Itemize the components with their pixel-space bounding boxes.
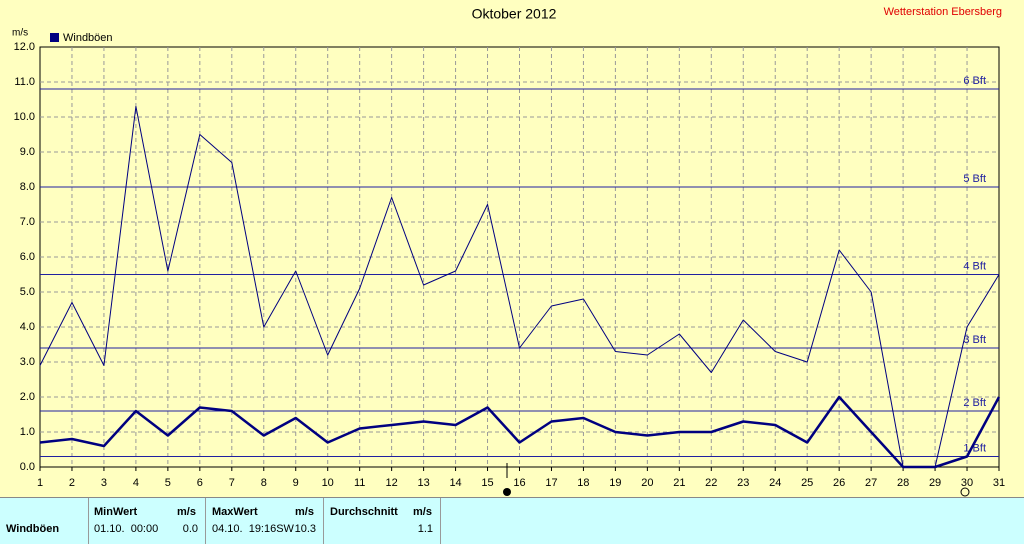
x-tick-label: 14 — [449, 477, 461, 489]
y-tick-label: 4.0 — [20, 321, 35, 333]
header: MinWert — [94, 506, 138, 518]
x-tick-label: 4 — [133, 477, 139, 489]
x-tick-label: 23 — [737, 477, 749, 489]
x-tick-label: 24 — [769, 477, 781, 489]
y-tick-label: 10.0 — [14, 111, 35, 123]
x-tick-label: 15 — [481, 477, 493, 489]
x-tick-label: 1 — [37, 477, 43, 489]
x-tick-label: 5 — [165, 477, 171, 489]
x-tick-label: 27 — [865, 477, 877, 489]
x-tick-label: 9 — [293, 477, 299, 489]
x-tick-label: 10 — [322, 477, 334, 489]
reference-label: 4 Bft — [963, 260, 986, 272]
separator — [88, 498, 89, 544]
x-tick-label: 17 — [545, 477, 557, 489]
y-tick-label: 12.0 — [14, 41, 35, 53]
y-tick-label: 6.0 — [20, 251, 35, 263]
y-axis-label: m/s — [12, 28, 28, 39]
cell: 04.10. 19:16SW — [212, 523, 294, 535]
y-tick-label: 7.0 — [20, 216, 35, 228]
y-tick-label: 2.0 — [20, 391, 35, 403]
separator — [323, 498, 324, 544]
x-tick-label: 16 — [513, 477, 525, 489]
header: Durchschnitt — [330, 506, 398, 518]
chart: Oktober 2012 Wetterstation Ebersberg m/s… — [12, 6, 1005, 497]
x-tick-label: 11 — [354, 477, 365, 489]
x-tick-label: 8 — [261, 477, 267, 489]
cell: 10.3 — [294, 523, 316, 535]
x-tick-label: 21 — [673, 477, 685, 489]
y-tick-label: 0.0 — [20, 461, 35, 473]
y-tick-label: 8.0 — [20, 181, 35, 193]
x-tick-label: 31 — [993, 477, 1005, 489]
x-tick-label: 19 — [609, 477, 621, 489]
header: MaxWert — [212, 506, 258, 518]
y-tick-label: 1.0 — [20, 426, 35, 438]
legend-label: Windböen — [63, 32, 113, 44]
station: Wetterstation Ebersberg — [884, 6, 1002, 18]
cell: 01.10. 00:00 — [94, 523, 159, 535]
x-tick-label: 7 — [229, 477, 235, 489]
y-tick-label: 11.0 — [14, 76, 35, 88]
chart-title: Oktober 2012 — [472, 6, 557, 22]
cell: 1.1 — [417, 523, 433, 535]
header: m/s — [295, 506, 314, 518]
x-tick-label: 25 — [801, 477, 813, 489]
separator — [440, 498, 441, 544]
x-tick-label: 3 — [101, 477, 107, 489]
cell: 0.0 — [182, 523, 198, 535]
x-tick-label: 18 — [577, 477, 589, 489]
reference-label: 6 Bft — [963, 75, 986, 87]
header: m/s — [177, 506, 196, 518]
y-tick-label: 9.0 — [20, 146, 35, 158]
x-tick-label: 29 — [929, 477, 941, 489]
reference-label: 2 Bft — [963, 397, 986, 409]
moon-full — [960, 487, 970, 497]
x-tick-label: 26 — [833, 477, 845, 489]
series-line — [39, 106, 1000, 468]
x-tick-label: 12 — [386, 477, 398, 489]
x-tick-label: 6 — [197, 477, 203, 489]
stats-table: MinWert m/s MaxWert m/s Durchschnitt m/s… — [0, 497, 1024, 544]
moon-new — [503, 488, 511, 496]
separator — [205, 498, 206, 544]
x-tick-label: 30 — [961, 477, 973, 489]
x-tick-label: 13 — [417, 477, 429, 489]
series-line — [39, 395, 1001, 469]
legend-swatch — [50, 33, 59, 42]
y-tick-label: 5.0 — [20, 286, 35, 298]
header: m/s — [413, 506, 432, 518]
y-tick-label: 3.0 — [20, 356, 35, 368]
reference-label: 5 Bft — [963, 173, 986, 185]
x-tick-label: 22 — [705, 477, 717, 489]
x-tick-label: 2 — [69, 477, 75, 489]
x-tick-label: 28 — [897, 477, 909, 489]
row-label: Windböen — [6, 523, 60, 535]
x-tick-label: 20 — [641, 477, 653, 489]
reference-label: 3 Bft — [963, 334, 986, 346]
